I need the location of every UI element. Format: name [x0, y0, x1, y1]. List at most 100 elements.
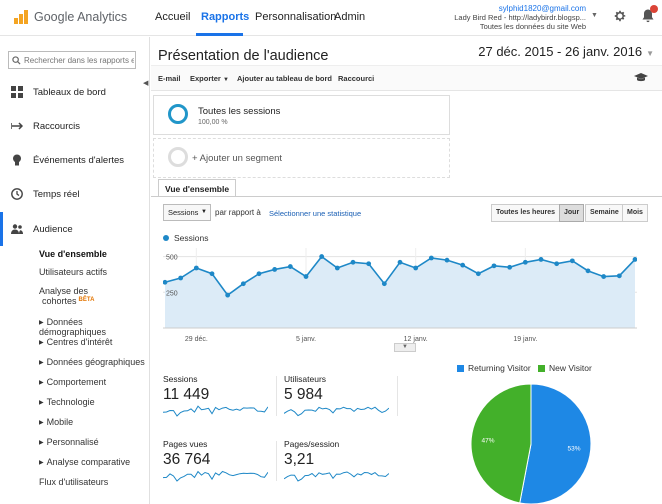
x-tick-label: 19 janv.: [513, 336, 537, 343]
metric-value: 5 984: [284, 386, 323, 403]
sidebar-sub-vue-ensemble[interactable]: Vue d'ensemble: [39, 249, 107, 259]
caret-right-icon: ▶: [39, 460, 44, 466]
sidebar-sub-personnalise[interactable]: ▶ Personnalisé: [39, 437, 99, 447]
par-rapport-label: par rapport à: [215, 208, 261, 217]
nav-rapports[interactable]: Rapports: [201, 11, 250, 23]
sessions-point: [334, 265, 340, 271]
caret-right-icon: ▶: [39, 380, 44, 386]
sessions-point: [460, 262, 466, 268]
export-button[interactable]: Exporter ▼: [190, 74, 229, 83]
sessions-point: [163, 279, 168, 285]
sessions-point: [585, 268, 591, 274]
date-range-dropdown-icon: ▼: [646, 49, 654, 58]
legend-label: Returning Visitor: [468, 363, 531, 373]
sparkline-path: [284, 406, 389, 417]
select-statistic-link[interactable]: Sélectionner une statistique: [269, 209, 362, 218]
email-button[interactable]: E-mail: [158, 74, 181, 83]
legend-swatch: [457, 364, 464, 372]
sidebar-item-audience[interactable]: Audience: [0, 212, 150, 246]
sidebar-sub-analyse-des[interactable]: Analyse des: [39, 286, 89, 296]
google-analytics-logo[interactable]: Google Analytics: [14, 10, 127, 24]
sessions-point: [413, 265, 419, 271]
y-tick-label: 250: [166, 290, 178, 297]
metric-pages-vues[interactable]: Pages vues 36 764: [163, 439, 275, 482]
sidebar-item-label: Temps réel: [33, 188, 80, 200]
shortcut-button[interactable]: Raccourci: [338, 74, 375, 83]
account-selector[interactable]: sylphid1820@gmail.com Lady Bird Red - ht…: [454, 4, 586, 31]
account-dropdown-icon[interactable]: ▼: [591, 12, 598, 19]
sidebar-sub-mobile[interactable]: ▶ Mobile: [39, 417, 73, 427]
sessions-point: [632, 257, 637, 262]
notification-badge: [650, 5, 658, 13]
gear-icon[interactable]: [613, 9, 627, 23]
sidebar-item-temps-reel[interactable]: Temps réel: [0, 177, 150, 211]
metric-utilisateurs[interactable]: Utilisateurs 5 984: [284, 374, 396, 417]
sessions-point: [319, 254, 325, 259]
granularity-month-button[interactable]: Mois: [622, 204, 648, 222]
chart-expand-toggle[interactable]: ▼: [394, 343, 416, 352]
bell-icon[interactable]: [641, 8, 655, 24]
sidebar-sub-technologie[interactable]: ▶ Technologie: [39, 397, 95, 407]
sessions-point: [256, 271, 262, 277]
sidebar-sub-utilisateurs-actifs[interactable]: Utilisateurs actifs: [39, 267, 108, 277]
sidebar-item-raccourcis[interactable]: Raccourcis: [0, 109, 150, 143]
empty-segment-ring-icon: [168, 147, 188, 167]
metric-label: Utilisateurs: [284, 374, 327, 384]
add-segment-card[interactable]: + Ajouter un segment: [153, 138, 450, 178]
active-nav-indicator: [196, 33, 243, 36]
sidebar-sub-centres-interet[interactable]: ▶ Centres d'intérêt: [39, 337, 112, 347]
sidebar-sub-label: Données géographiques: [46, 357, 145, 367]
sessions-point: [193, 265, 199, 271]
sessions-line-chart: 500 250 29 déc. 5 janv. 12 janv. 19 janv.: [163, 248, 637, 343]
sidebar-sub-geographiques[interactable]: ▶ Données géographiques: [39, 357, 145, 367]
nav-personnalisation[interactable]: Personnalisation: [255, 11, 337, 23]
add-to-dashboard-button[interactable]: Ajouter au tableau de bord: [237, 74, 333, 83]
metric-value: 36 764: [163, 451, 211, 468]
granularity-hourly-button[interactable]: Toutes les heures: [491, 204, 561, 222]
collapse-sidebar-icon[interactable]: ◀: [143, 80, 149, 87]
metric-select[interactable]: Sessions ▼: [163, 204, 211, 221]
granularity-week-button[interactable]: Semaine: [585, 204, 624, 222]
sidebar-item-evenements[interactable]: Événements d'alertes: [0, 143, 150, 177]
nav-accueil[interactable]: Accueil: [155, 11, 191, 23]
sessions-point: [616, 273, 622, 279]
y-tick-label: 500: [166, 255, 178, 262]
report-search[interactable]: [8, 51, 136, 69]
sidebar-sub-cohortes[interactable]: cohortes BÊTA: [42, 296, 94, 306]
chevron-down-icon: ▼: [201, 209, 207, 215]
sidebar-item-tableaux-de-bord[interactable]: Tableaux de bord: [0, 75, 150, 109]
date-range-label: 27 déc. 2015 - 26 janv. 2016: [478, 44, 643, 59]
metric-label: Pages vues: [163, 439, 208, 449]
sidebar-sub-flux-utilisateurs[interactable]: Flux d'utilisateurs: [39, 477, 109, 487]
sidebar-sub-analyse-comparative[interactable]: ▶ Analyse comparative: [39, 457, 130, 467]
segment-percent: 100,00 %: [198, 119, 228, 126]
sessions-legend-marker: [163, 235, 169, 241]
search-input[interactable]: [24, 55, 134, 65]
legend-swatch: [538, 364, 545, 372]
export-label: Exporter: [190, 74, 221, 83]
sidebar-sub-comportement[interactable]: ▶ Comportement: [39, 377, 106, 387]
sidebar-sub-demographiques[interactable]: ▶ Données démographiques: [39, 317, 149, 337]
pie-data-label: 47%: [481, 437, 494, 444]
metric-sessions[interactable]: Sessions 11 449: [163, 374, 275, 417]
sidebar-sub-label: Analyse comparative: [46, 457, 131, 467]
date-range-picker[interactable]: 27 déc. 2015 - 26 janv. 2016 ▼: [478, 44, 654, 59]
pie-data-label: 53%: [568, 446, 581, 453]
tab-vue-ensemble[interactable]: Vue d'ensemble: [158, 179, 237, 197]
sidebar-sub-label: Données démographiques: [39, 317, 107, 337]
metric-select-value: Sessions: [168, 208, 199, 217]
shortcut-arrow-icon: [11, 122, 23, 130]
sessions-point: [475, 271, 481, 277]
metric-value: 11 449: [163, 386, 210, 403]
sessions-point: [538, 257, 544, 262]
graduation-cap-icon[interactable]: [634, 72, 648, 83]
analytics-logo-icon: [14, 10, 30, 24]
account-email: sylphid1820@gmail.com: [498, 4, 586, 13]
nav-admin[interactable]: Admin: [334, 11, 366, 23]
granularity-day-button[interactable]: Jour: [559, 204, 585, 222]
sidebar-sub-label: Technologie: [46, 397, 95, 407]
sidebar-sub-cohortes-label: cohortes: [42, 296, 77, 306]
metric-pages-session[interactable]: Pages/session 3,21: [284, 439, 396, 482]
segment-all-sessions[interactable]: Toutes les sessions 100,00 %: [153, 95, 450, 135]
add-segment-label: + Ajouter un segment: [192, 153, 283, 164]
